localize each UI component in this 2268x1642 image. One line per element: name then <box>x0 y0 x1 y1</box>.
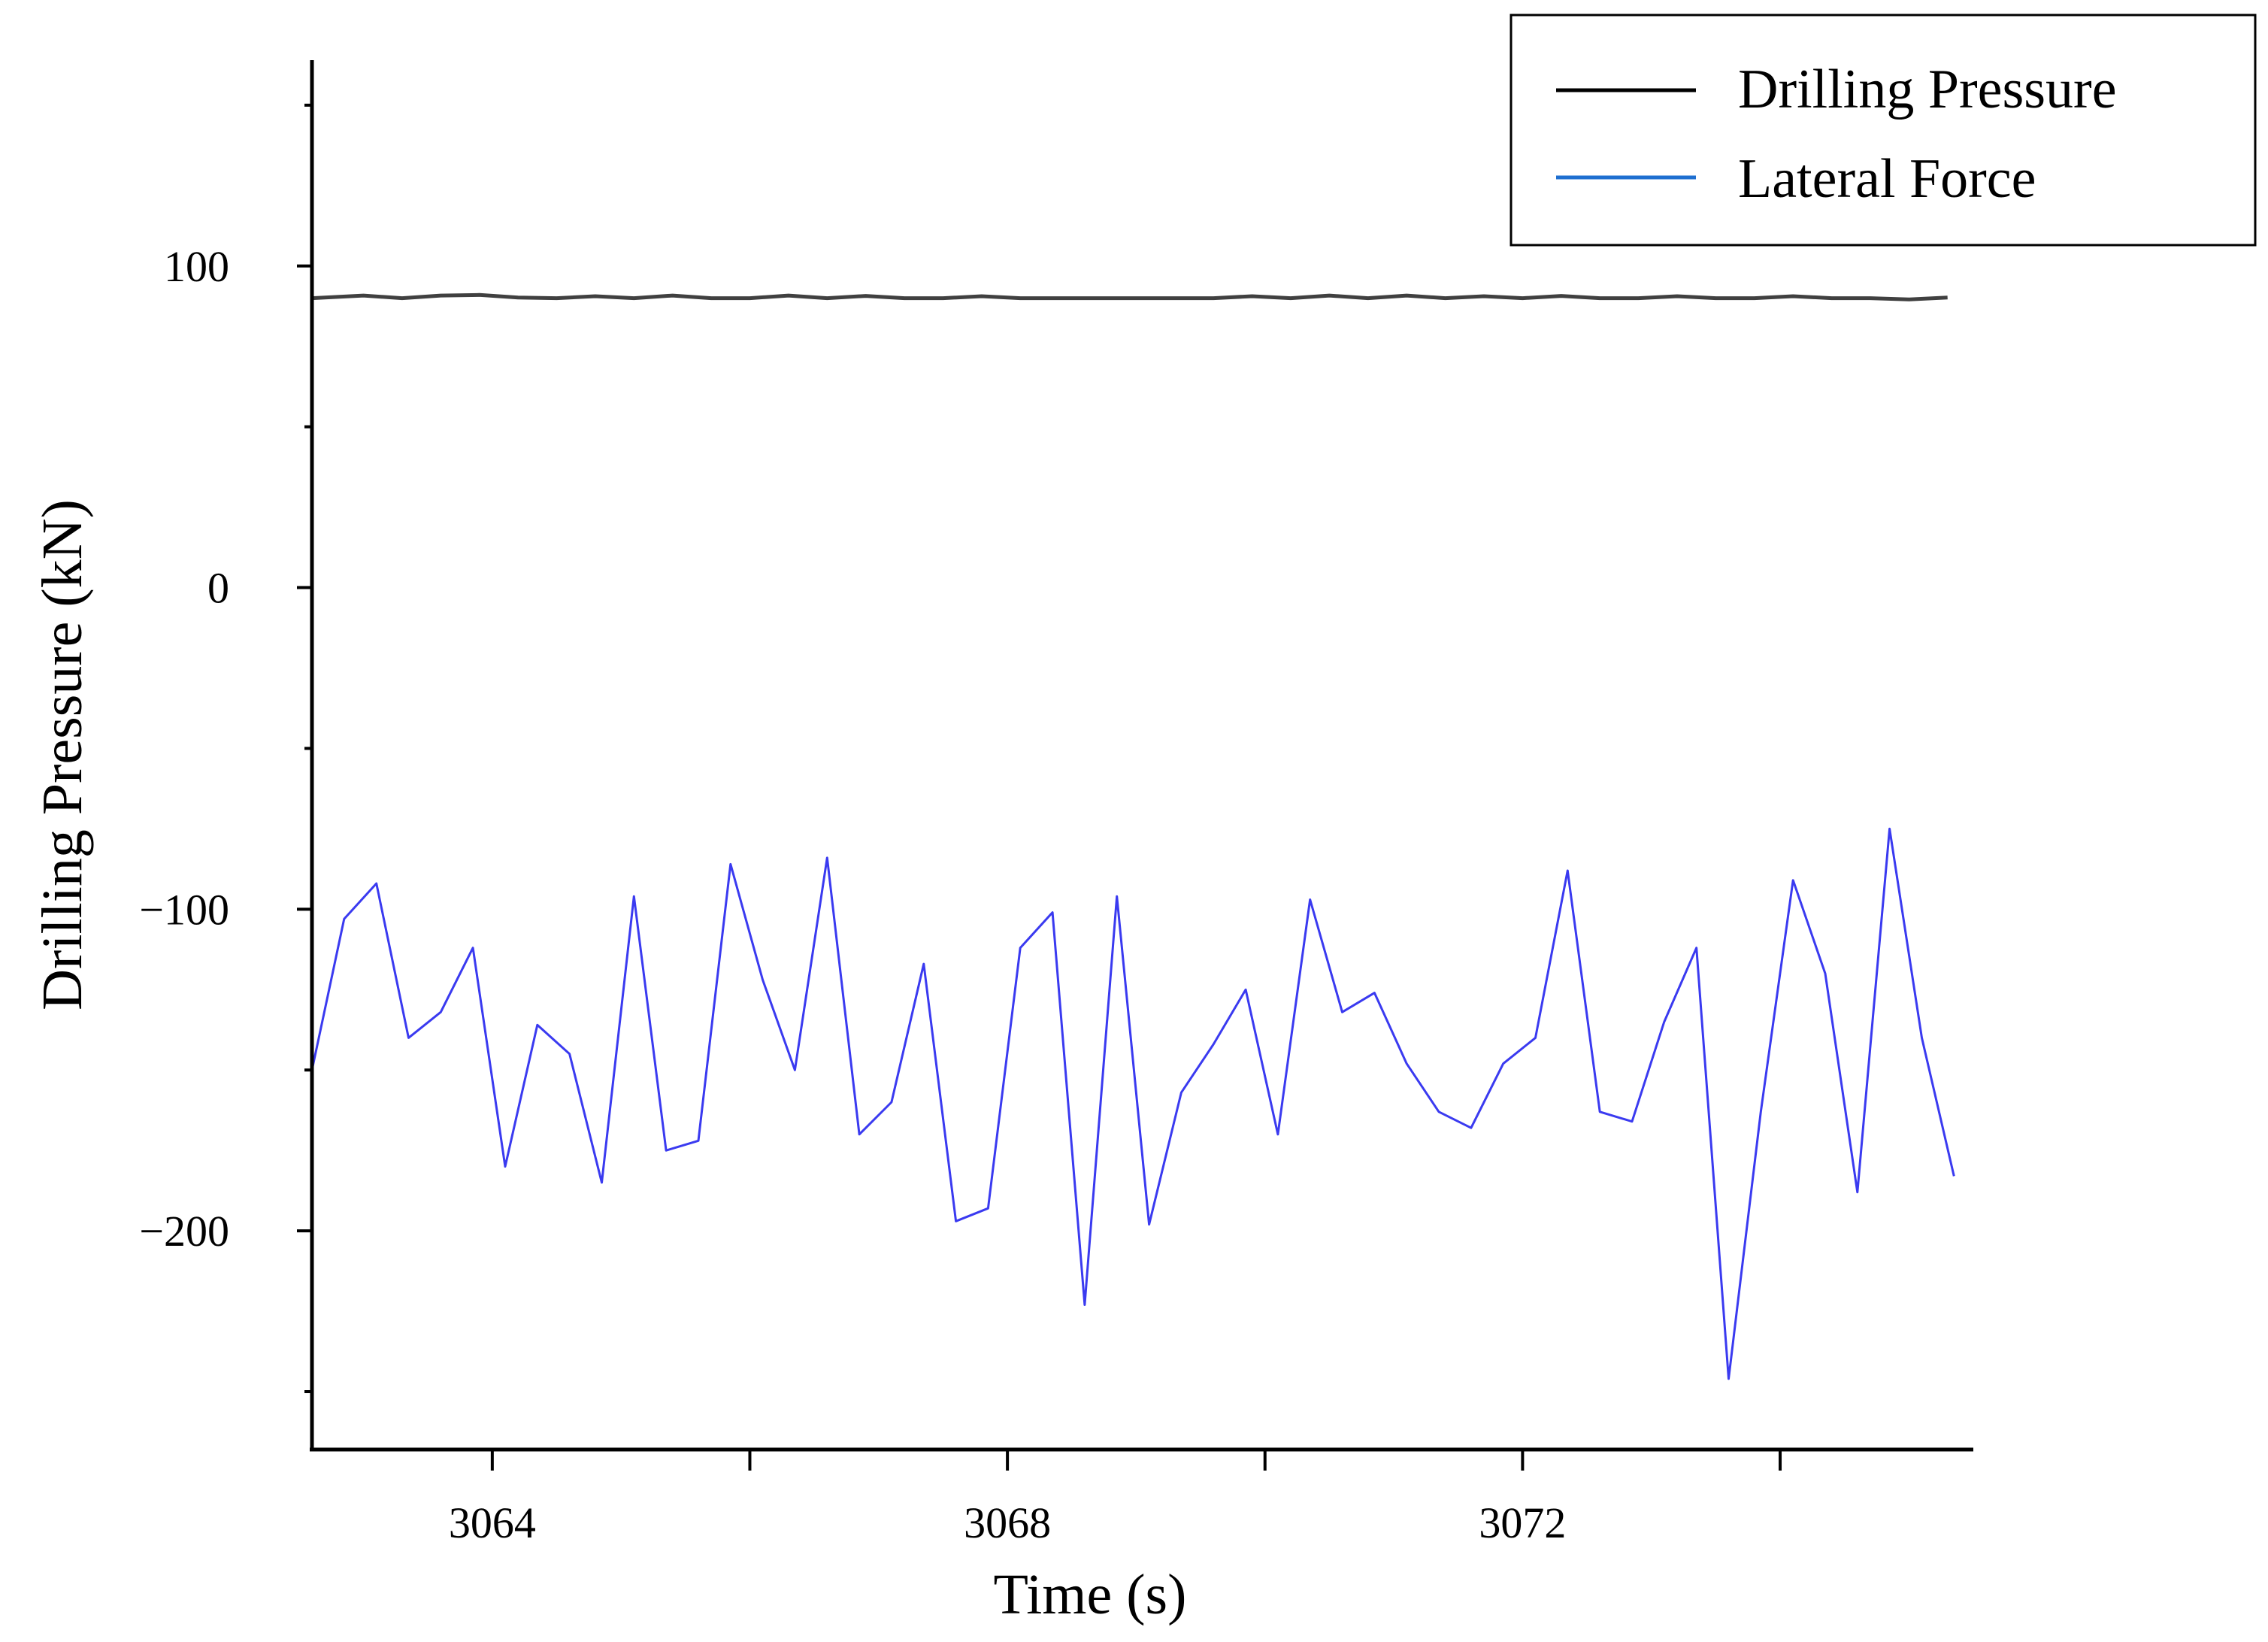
y-tick-label: −200 <box>139 1207 229 1256</box>
legend: Drilling Pressure Lateral Force <box>1509 14 2257 247</box>
tick-marks <box>297 103 1782 1471</box>
series-line-drilling-pressure <box>311 292 1948 301</box>
legend-label-lateral-force: Lateral Force <box>1738 148 2036 210</box>
plot-area <box>310 292 1955 1380</box>
tick-labels: 100 0 −100 −200 3064 3068 3072 <box>139 242 1566 1547</box>
legend-box <box>1509 14 2257 247</box>
x-tick-label: 3068 <box>964 1498 1051 1547</box>
y-axis-title: Drilling Pressure (kN) <box>31 499 94 1010</box>
series-line-lateral-force <box>310 827 1955 1380</box>
x-tick-label: 3064 <box>449 1498 536 1547</box>
legend-label-drilling-pressure: Drilling Pressure <box>1738 59 2117 120</box>
x-tick-label: 3072 <box>1479 1498 1566 1547</box>
axes <box>310 60 1973 1452</box>
y-tick-label: 100 <box>164 242 229 291</box>
y-tick-label: 0 <box>207 564 229 613</box>
y-tick-label: −100 <box>139 885 229 934</box>
x-axis-title: Time (s) <box>994 1563 1187 1626</box>
